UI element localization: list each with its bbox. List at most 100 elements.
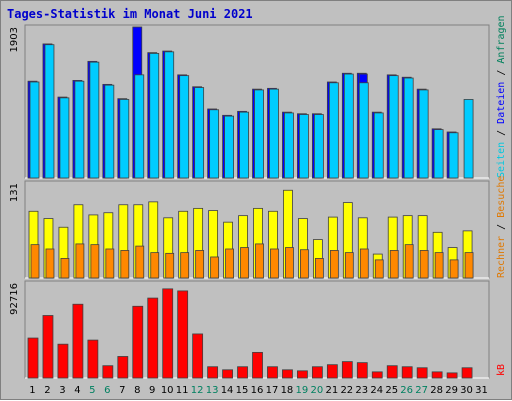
day-label-7: 7 xyxy=(119,385,125,396)
day-label-5: 5 xyxy=(89,385,95,396)
bar-hits-seiten-day-5 xyxy=(89,61,100,179)
bar-visits-rechner-day-27 xyxy=(419,250,429,279)
bar-kb-kb-day-14 xyxy=(222,369,233,379)
bar-visits-rechner-day-10 xyxy=(165,252,175,279)
bar-kb-kb-day-1 xyxy=(27,337,39,379)
bar-visits-rechner-day-16 xyxy=(255,243,264,279)
bar-visits-rechner-day-17 xyxy=(270,248,279,279)
bar-kb-kb-day-3 xyxy=(57,343,69,379)
legend-visits: Rechner / Besuche xyxy=(496,176,507,278)
day-label-19: 19 xyxy=(296,385,309,396)
bar-kb-kb-day-30 xyxy=(461,367,473,379)
bar-visits-rechner-day-21 xyxy=(329,250,339,279)
bar-visits-rechner-day-7 xyxy=(120,250,130,279)
bar-hits-seiten-day-22 xyxy=(343,73,354,179)
bar-hits-seiten-day-12 xyxy=(194,87,205,179)
bar-visits-rechner-day-30 xyxy=(464,252,474,279)
bar-visits-rechner-day-19 xyxy=(300,249,309,279)
legend-kb-part-0: kB xyxy=(496,364,507,376)
bar-kb-kb-day-17 xyxy=(267,366,278,379)
day-label-4: 4 xyxy=(74,385,80,396)
bar-hits-seiten-day-24 xyxy=(373,112,384,179)
legend-visits-part-0: Rechner xyxy=(496,236,507,278)
bar-hits-seiten-day-15 xyxy=(239,111,249,179)
max-label-visits: 131 xyxy=(9,183,20,202)
chart-title: Tages-Statistik im Monat Juni 2021 xyxy=(7,7,253,21)
bar-kb-kb-day-26 xyxy=(401,366,413,379)
legend-visits-part-1: / xyxy=(496,218,507,236)
bar-kb-kb-day-13 xyxy=(207,366,219,379)
bar-kb-kb-day-22 xyxy=(341,361,353,379)
bar-hits-seiten-day-28 xyxy=(433,129,444,179)
day-label-1: 1 xyxy=(29,385,35,396)
bar-kb-kb-day-29 xyxy=(446,372,458,379)
bar-visits-rechner-day-23 xyxy=(359,248,369,279)
max-label-kb: 92716 xyxy=(9,283,20,315)
bar-visits-rechner-day-11 xyxy=(180,252,190,279)
bar-visits-rechner-day-14 xyxy=(225,248,234,279)
bar-kb-kb-day-27 xyxy=(416,367,428,379)
bar-kb-kb-day-25 xyxy=(386,365,398,379)
day-label-21: 21 xyxy=(325,385,338,396)
day-label-3: 3 xyxy=(59,385,65,396)
bar-hits-seiten-day-10 xyxy=(164,51,175,179)
bar-hits-seiten-day-23 xyxy=(358,82,369,179)
bar-visits-rechner-day-12 xyxy=(195,250,205,279)
day-label-17: 17 xyxy=(266,385,279,396)
day-label-20: 20 xyxy=(311,385,324,396)
day-label-9: 9 xyxy=(149,385,155,396)
bar-hits-seiten-day-14 xyxy=(224,115,234,179)
legend-hits-part-3: / xyxy=(496,64,507,82)
bar-visits-rechner-day-18 xyxy=(285,247,294,279)
bar-hits-seiten-day-19 xyxy=(299,114,309,179)
bar-visits-rechner-day-1 xyxy=(30,244,40,279)
legend-hits-part-4: Anfragen xyxy=(496,15,507,63)
bar-visits-rechner-day-8 xyxy=(135,245,145,279)
legend-hits-part-2: Dateien xyxy=(496,82,507,124)
bar-kb-kb-day-15 xyxy=(237,366,248,379)
day-label-26: 26 xyxy=(400,385,413,396)
bar-hits-seiten-day-3 xyxy=(59,97,70,179)
bar-kb-kb-day-19 xyxy=(297,370,308,379)
bar-kb-kb-day-7 xyxy=(117,356,129,379)
day-label-28: 28 xyxy=(430,385,443,396)
day-label-13: 13 xyxy=(206,385,219,396)
bar-kb-kb-day-20 xyxy=(311,366,323,379)
day-label-18: 18 xyxy=(281,385,294,396)
bar-visits-rechner-day-6 xyxy=(105,248,115,279)
bar-hits-seiten-day-11 xyxy=(179,75,190,179)
bar-visits-rechner-day-5 xyxy=(90,244,100,279)
bar-hits-seiten-day-26 xyxy=(403,77,414,179)
day-label-22: 22 xyxy=(340,385,353,396)
bar-visits-rechner-day-22 xyxy=(344,252,354,279)
bar-kb-kb-day-10 xyxy=(162,288,174,379)
legend-hits-part-0: Seiten xyxy=(496,142,507,178)
day-label-8: 8 xyxy=(134,385,140,396)
bar-kb-kb-day-23 xyxy=(356,362,368,379)
bar-hits-seiten-day-1 xyxy=(29,81,40,179)
bar-kb-kb-day-21 xyxy=(326,364,338,379)
bar-hits-seiten-day-9 xyxy=(149,53,160,179)
bar-kb-kb-day-2 xyxy=(42,315,54,379)
bar-visits-rechner-day-29 xyxy=(449,259,459,279)
bar-hits-seiten-day-17 xyxy=(269,88,279,179)
legend-kb: kB xyxy=(496,364,507,376)
bar-visits-rechner-day-25 xyxy=(389,250,399,279)
bar-hits-seiten-day-29 xyxy=(448,132,459,179)
day-label-10: 10 xyxy=(161,385,174,396)
bar-kb-kb-day-8 xyxy=(132,305,144,379)
max-label-hits: 1903 xyxy=(9,27,20,52)
bar-visits-rechner-day-15 xyxy=(240,247,249,279)
legend-visits-part-2: Besuche xyxy=(496,176,507,218)
bar-hits-seiten-day-6 xyxy=(104,84,115,179)
bar-visits-rechner-day-13 xyxy=(210,256,220,279)
bar-visits-rechner-day-9 xyxy=(150,252,160,279)
bar-hits-seiten-day-8 xyxy=(134,74,145,179)
bar-hits-seiten-day-4 xyxy=(74,80,85,179)
bar-hits-seiten-day-21 xyxy=(328,82,339,179)
bar-hits-seiten-day-7 xyxy=(119,99,130,179)
day-label-27: 27 xyxy=(415,385,428,396)
bar-hits-seiten-day-30 xyxy=(463,99,474,179)
day-label-11: 11 xyxy=(176,385,189,396)
